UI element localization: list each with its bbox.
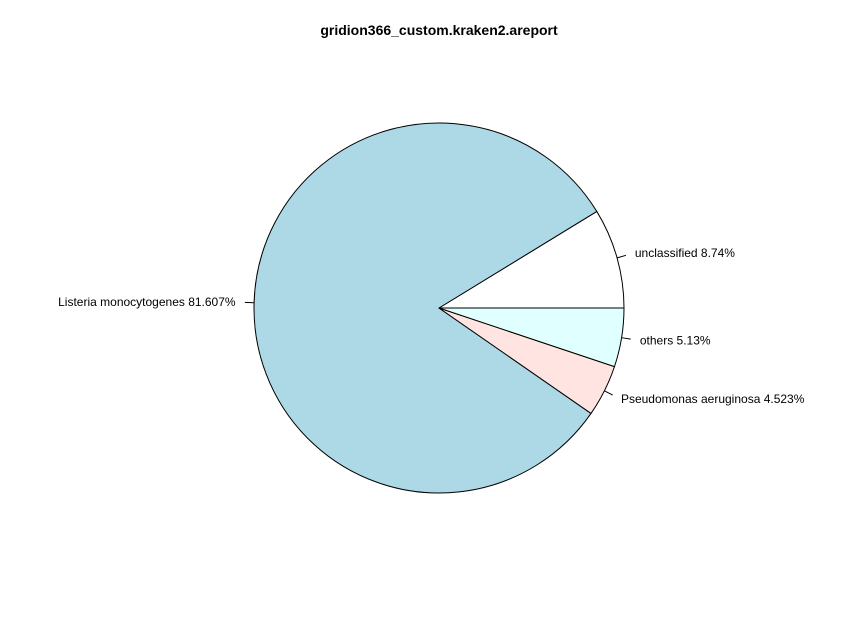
pie-labels: unclassified 8.74% Listeria monocytogenes… (58, 246, 805, 406)
pie-label-3: others 5.13% (640, 334, 711, 348)
pie-leader-2 (604, 390, 613, 396)
pie-leader-lines (244, 254, 631, 396)
pie-label-2: Pseudomonas aeruginosa 4.523% (621, 392, 805, 406)
pie-label-0: unclassified 8.74% (635, 246, 735, 260)
pie-slice-0 (437, 210, 625, 309)
pie-leader-0 (616, 254, 627, 259)
chart-title: gridion366_custom.kraken2.areport (320, 22, 558, 38)
pie-leader-3 (621, 337, 631, 340)
pie-slices (253, 122, 625, 494)
pie-label-1: Listeria monocytogenes 81.607% (58, 295, 236, 309)
